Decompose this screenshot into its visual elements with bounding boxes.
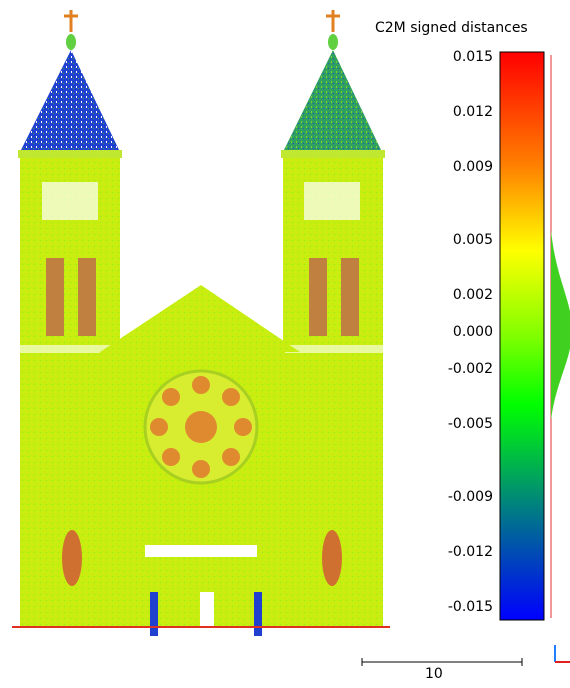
scale-label: 0.000: [452, 324, 493, 340]
scale-label: 0.002: [452, 287, 493, 304]
scale-label: -0.015: [447, 599, 493, 615]
scale-label: -0.002: [447, 360, 493, 377]
scale-ruler: [361, 658, 523, 666]
scale-title: C2M signed distances: [375, 20, 528, 36]
central-facade: [12, 285, 390, 636]
axis-trihedron: [554, 645, 570, 663]
scale-label: -0.009: [447, 489, 493, 505]
ruler-label: 10: [425, 666, 443, 682]
histogram-curve: [551, 230, 570, 420]
right-tower: [281, 10, 385, 628]
color-scale-bar: [499, 51, 545, 621]
scale-label: -0.005: [447, 415, 493, 432]
scale-label: -0.012: [447, 544, 493, 560]
color-scale: [499, 51, 570, 621]
scale-label: 0.005: [452, 232, 493, 249]
scale-label: 0.015: [452, 49, 493, 65]
scale-label: 0.012: [452, 104, 493, 120]
left-tower: [18, 10, 122, 628]
scale-label: 0.009: [452, 159, 493, 175]
